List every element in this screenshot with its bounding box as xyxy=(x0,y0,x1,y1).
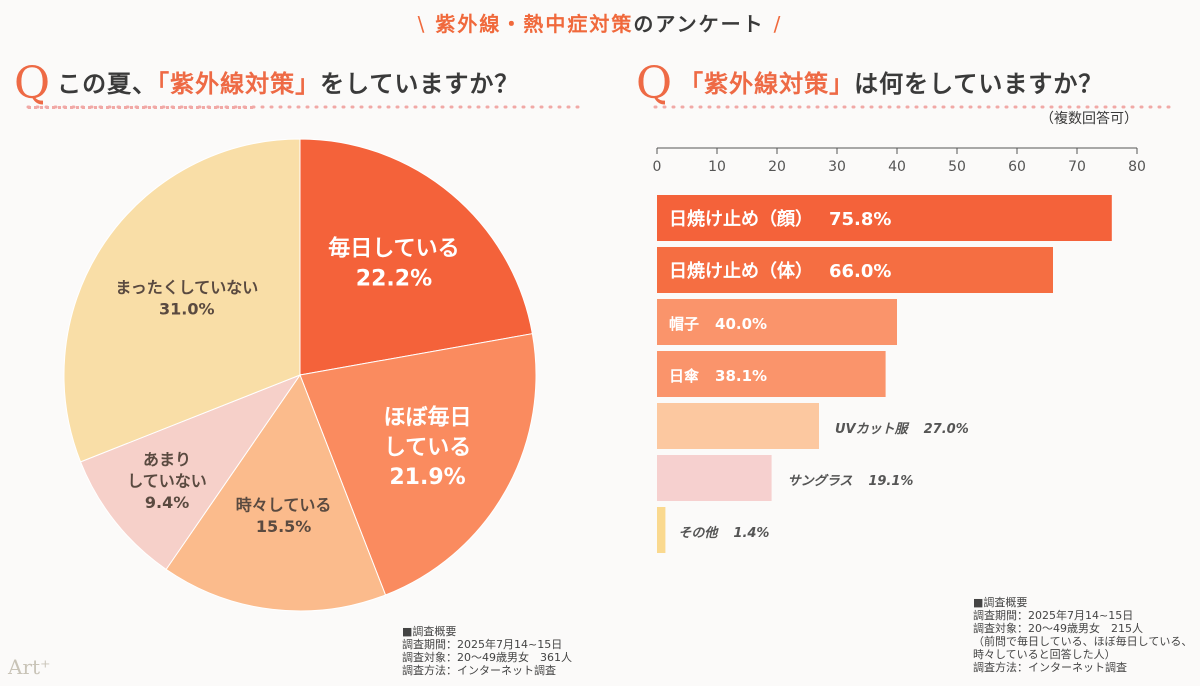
pie-label-line: まったくしていない xyxy=(115,278,258,297)
bar-category: 日傘 xyxy=(669,367,700,385)
x-tick-label: 10 xyxy=(708,159,726,175)
question-right: Q 「紫外線対策」は何をしていますか？ xyxy=(636,58,1103,109)
pie-label-line: 時々している xyxy=(236,495,332,514)
question-left: Q この夏、「紫外線対策」をしていますか？ xyxy=(14,58,519,109)
pie-slice xyxy=(165,373,387,612)
pie-slice xyxy=(299,138,533,376)
logo: Art⁺ xyxy=(8,655,51,679)
survey-line: ■調査概要 xyxy=(973,596,1028,609)
bar xyxy=(657,455,772,501)
x-tick-label: 70 xyxy=(1068,159,1086,175)
bar-value: 75.8% xyxy=(829,209,891,230)
bar-category: 日焼け止め（顔） xyxy=(669,208,813,230)
survey-line: 調査期間：2025年7月14~15日 xyxy=(402,638,563,651)
bar xyxy=(657,195,1112,241)
bar-category: サングラス xyxy=(788,473,853,489)
pie-value: 15.5% xyxy=(256,517,312,536)
pie-label-line: していない xyxy=(127,471,207,490)
x-tick-label: 50 xyxy=(948,159,966,175)
bar xyxy=(657,507,666,553)
bar xyxy=(657,351,886,397)
bar xyxy=(657,247,1053,293)
survey-summary-left: ■調査概要 調査期間：2025年7月14~15日 調査対象：20〜49歳男女 3… xyxy=(402,625,572,677)
survey-line: （前問で毎日している、ほぼ毎日している、 xyxy=(973,635,1193,648)
bar-value: 1.4% xyxy=(733,526,769,541)
bar-label: 日焼け止め（顔） 75.8% xyxy=(669,208,891,230)
pie-label: あまりしていない 9.4% xyxy=(127,450,207,512)
bar-category: その他 xyxy=(678,525,719,541)
bar xyxy=(657,299,897,345)
bar-label: 日傘 38.1% xyxy=(669,367,767,385)
pie-slice xyxy=(63,138,301,463)
q-post: は何をしていますか？ xyxy=(854,70,1104,98)
multiple-answers-note: （複数回答可） xyxy=(1040,111,1138,127)
q-post: をしていますか？ xyxy=(320,70,520,98)
q-mark: Q xyxy=(14,58,52,109)
pie-value: 31.0% xyxy=(159,299,215,318)
bar-label: サングラス 19.1% xyxy=(788,473,914,489)
bar-chart: 0 10 20 30 40 50 60 70 80 日焼け止め（顔） 75.8% 日焼け止め（体） 66… xyxy=(653,147,1146,553)
survey-line: 調査方法：インターネット調査 xyxy=(973,661,1127,674)
pie-value: 9.4% xyxy=(145,493,189,512)
title-rest: のアンケート xyxy=(633,12,765,36)
x-tick-label: 30 xyxy=(828,159,846,175)
bar-value: 27.0% xyxy=(924,422,969,437)
page-title: \ 紫外線・熱中症対策のアンケート / xyxy=(0,8,1200,37)
x-tick-label: 0 xyxy=(653,159,662,175)
bar-value: 66.0% xyxy=(829,261,891,282)
x-tick-label: 60 xyxy=(1008,159,1026,175)
title-highlight: 紫外線・熱中症対策 xyxy=(435,12,634,36)
survey-line: 調査対象：20〜49歳男女 361人 xyxy=(402,651,572,664)
x-tick-label: 20 xyxy=(768,159,786,175)
bar-value: 38.1% xyxy=(715,367,767,385)
bar-value: 19.1% xyxy=(868,474,913,489)
slash: \ xyxy=(417,12,427,36)
pie-label: 時々している 15.5% xyxy=(236,495,332,536)
survey-line: 調査対象：20〜49歳男女 215人 xyxy=(973,622,1143,635)
bar-label: 帽子 40.0% xyxy=(669,315,767,333)
pie-chart: 毎日している 22.2% ほぼ毎日している 21.9% 時々している 15.5% あまりして… xyxy=(63,138,537,612)
pie-value: 21.9% xyxy=(389,465,465,490)
divider-left xyxy=(28,106,253,109)
bar-label: その他 1.4% xyxy=(678,525,769,541)
pie-slice xyxy=(79,373,302,571)
pie-label: まったくしていない 31.0% xyxy=(115,278,258,319)
pie-label: ほぼ毎日している 21.9% xyxy=(384,406,472,490)
q-mark: Q xyxy=(636,58,674,109)
bar-category: 帽子 xyxy=(669,315,699,333)
pie-label-line: ほぼ毎日 xyxy=(384,406,472,431)
bar-category: UVカット服 xyxy=(835,422,910,437)
survey-line: 調査期間：2025年7月14~15日 xyxy=(973,609,1134,622)
pie-label: 毎日している 22.2% xyxy=(328,237,459,292)
pie-label-line: している xyxy=(384,435,471,460)
pie-value: 22.2% xyxy=(356,266,432,291)
bar-category: 日焼け止め（体） xyxy=(669,260,813,282)
survey-line: 調査方法：インターネット調査 xyxy=(402,664,556,677)
slash: / xyxy=(773,12,783,36)
pie-slice xyxy=(299,333,537,596)
bar-value: 40.0% xyxy=(715,315,767,333)
q-highlight: 「紫外線対策」 xyxy=(157,70,321,98)
q-pre: この夏、 xyxy=(57,70,158,98)
q-highlight: 「紫外線対策」 xyxy=(679,70,855,98)
x-tick-label: 80 xyxy=(1128,159,1146,175)
x-tick-label: 40 xyxy=(888,159,906,175)
bar-label: UVカット服 27.0% xyxy=(835,422,969,437)
pie-label-line: あまり xyxy=(143,450,191,469)
survey-line: 時々していると回答した人） xyxy=(973,648,1116,661)
bar-label: 日焼け止め（体） 66.0% xyxy=(669,260,891,282)
survey-summary-right: ■調査概要 調査期間：2025年7月14~15日 調査対象：20〜49歳男女 2… xyxy=(973,596,1192,674)
survey-line: ■調査概要 xyxy=(402,625,457,638)
bar xyxy=(657,403,819,449)
pie-label-line: 毎日している xyxy=(328,237,459,262)
